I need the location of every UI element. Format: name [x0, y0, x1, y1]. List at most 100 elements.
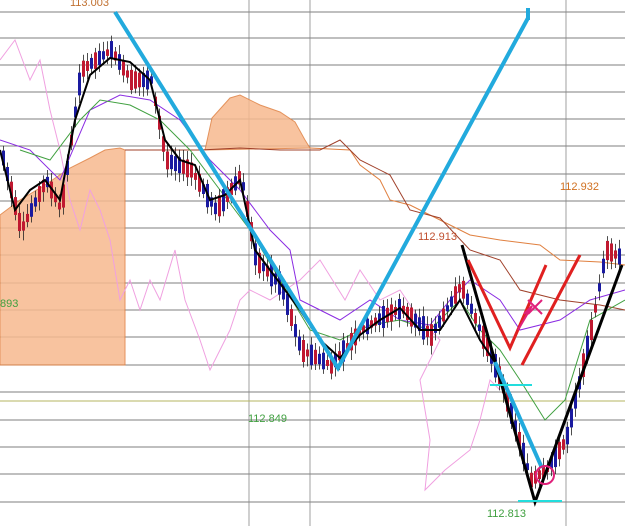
candle-body — [270, 263, 273, 287]
candle-body — [430, 324, 433, 346]
candle-body — [150, 76, 153, 84]
candle-body — [458, 284, 461, 293]
candle-body — [422, 316, 425, 340]
candle-body — [554, 445, 557, 468]
candle-body — [550, 456, 553, 469]
candle-body — [306, 349, 309, 357]
candle-body — [514, 420, 517, 433]
candle-body — [54, 193, 57, 203]
candle-body — [614, 250, 617, 259]
candle-body — [258, 252, 261, 274]
candle-body — [582, 353, 585, 378]
candle-body — [178, 157, 181, 174]
candle-body — [542, 465, 545, 479]
candle-body — [274, 273, 277, 285]
candle-body — [222, 189, 225, 212]
candle-body — [562, 439, 565, 450]
candle-body — [314, 349, 317, 365]
candle-body — [66, 161, 69, 175]
candle-body — [522, 442, 525, 464]
candle-body — [174, 156, 177, 172]
candle-body — [86, 61, 89, 71]
price-label: 112.913 — [418, 231, 457, 243]
candle-body — [34, 197, 37, 207]
candle-body — [238, 171, 241, 185]
candle-body — [126, 70, 129, 78]
candle-body — [246, 201, 249, 217]
candle-body — [450, 296, 453, 307]
candle-body — [26, 213, 29, 223]
candle-body — [558, 441, 561, 460]
candle-body — [58, 202, 61, 210]
candle-body — [610, 243, 613, 262]
candle-body — [106, 49, 109, 56]
candle-body — [182, 159, 185, 174]
candle-body — [286, 294, 289, 315]
candle-body — [330, 356, 333, 374]
candle-body — [466, 293, 469, 305]
candle-body — [262, 262, 265, 272]
candle-body — [294, 324, 297, 337]
candle-body — [574, 392, 577, 409]
candle-body — [406, 306, 409, 320]
candle-body — [570, 408, 573, 428]
candle-body — [254, 243, 257, 266]
candle-body — [186, 159, 189, 178]
candle-body — [42, 179, 45, 193]
candle-body — [298, 336, 301, 351]
price-label: 112.932 — [560, 181, 599, 193]
candle-body — [170, 154, 173, 170]
candle-body — [586, 335, 589, 360]
candle-body — [478, 324, 481, 332]
candle-body — [134, 71, 137, 89]
candle-body — [318, 353, 321, 365]
candle-body — [122, 60, 125, 76]
candle-body — [338, 351, 341, 361]
candle-body — [158, 115, 161, 130]
candle-body — [414, 313, 417, 328]
candle-body — [14, 197, 17, 215]
candle-body — [362, 325, 365, 333]
candle-body — [242, 182, 245, 191]
candle-body — [618, 248, 621, 265]
moving-average — [0, 56, 501, 371]
candle-body — [366, 318, 369, 335]
candle-body — [538, 470, 541, 480]
candle-body — [74, 106, 77, 118]
candle-body — [114, 51, 117, 61]
candle-body — [322, 352, 325, 370]
price-label: 113.003 — [70, 0, 109, 9]
candle-body — [162, 136, 165, 152]
candle-body — [518, 431, 521, 449]
drawn-lines — [113, 8, 624, 507]
candle-body — [214, 202, 217, 215]
candle-body — [290, 309, 293, 326]
candle-body — [598, 283, 601, 292]
candle-body — [282, 283, 285, 300]
candle-body — [374, 317, 377, 326]
candle-body — [94, 52, 97, 69]
candle-body — [446, 305, 449, 312]
candle-body — [462, 280, 465, 299]
candle-body — [190, 162, 193, 178]
candle-body — [410, 307, 413, 327]
candle-body — [310, 344, 313, 366]
candle-body — [442, 308, 445, 322]
candle-body — [594, 304, 597, 313]
candle-body — [370, 320, 373, 328]
candle-body — [266, 265, 269, 277]
candle-body — [342, 340, 345, 362]
price-label: 112.849 — [248, 413, 287, 425]
candle-body — [402, 305, 405, 314]
candle-body — [138, 72, 141, 88]
candle-body — [82, 60, 85, 77]
candle-body — [454, 286, 457, 304]
candle-body — [78, 72, 81, 96]
candle-body — [486, 337, 489, 357]
candle-body — [482, 325, 485, 349]
candle-body — [38, 186, 41, 202]
candle-body — [130, 69, 133, 91]
candle-body — [326, 359, 329, 367]
candle-body — [98, 50, 101, 66]
